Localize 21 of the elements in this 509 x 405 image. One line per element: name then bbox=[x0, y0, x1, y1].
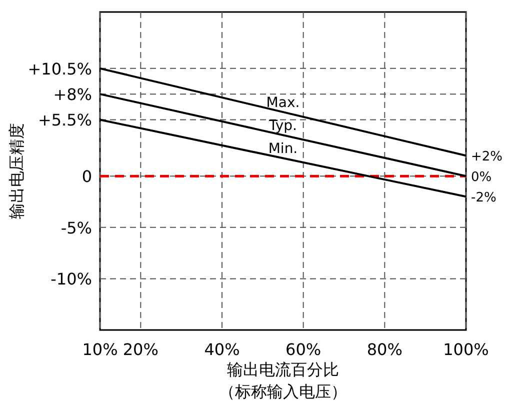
y-tick-label: +10.5% bbox=[28, 59, 92, 78]
y-tick-label: -10% bbox=[50, 270, 92, 289]
data-label: 0% bbox=[471, 170, 492, 186]
x-tick-label: 40% bbox=[204, 340, 240, 359]
series-label: Min. bbox=[268, 141, 298, 158]
x-tick-label: 20% bbox=[122, 340, 158, 359]
text: （标称输入电压） bbox=[219, 382, 347, 401]
data-label: +2% bbox=[471, 150, 503, 165]
series-label: Max. bbox=[266, 95, 300, 112]
y-tick-label: +8% bbox=[53, 85, 92, 104]
series-label: Typ. bbox=[268, 118, 297, 134]
x-tick-label: 10% bbox=[82, 340, 118, 359]
x-tick-label: 60% bbox=[286, 340, 322, 359]
y-tick-label: -5% bbox=[60, 218, 92, 238]
x-tick-label: 100% bbox=[443, 340, 489, 359]
y-tick-label: 0 bbox=[82, 167, 92, 186]
y-tick-label: +5.5% bbox=[38, 110, 92, 130]
y-axis-title: 输出电压精度 bbox=[7, 123, 26, 219]
x-tick-label: 80% bbox=[366, 340, 402, 359]
x-axis-title: 输出电流百分比 bbox=[227, 360, 339, 379]
data-label: -2% bbox=[471, 190, 496, 206]
